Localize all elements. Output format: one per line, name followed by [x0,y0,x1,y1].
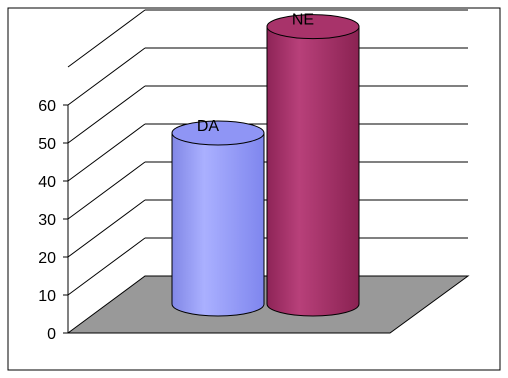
y-tick-label: 40 [38,174,56,191]
wall-gridline [67,123,146,182]
y-tick-label: 60 [38,98,56,115]
y-tick-label: 10 [38,288,56,305]
bar-da [171,120,265,317]
bar-top [171,120,265,146]
data-label: DA [197,118,220,135]
wall-gridline [67,9,146,68]
y-tick-label: 0 [47,326,56,343]
y-tick-label: 50 [38,136,56,153]
y-tick-label: 20 [38,250,56,267]
bar-ne [266,14,360,317]
wall-gridline [67,161,146,220]
bar-body [266,26,360,317]
bar-body [171,132,265,317]
wall-gridline [67,47,146,106]
data-label: NE [292,12,314,29]
wall-gridline [67,237,146,296]
bar-top [266,14,360,40]
y-tick-label: 30 [38,212,56,229]
wall-gridline [67,85,146,144]
wall-gridline [67,199,146,258]
